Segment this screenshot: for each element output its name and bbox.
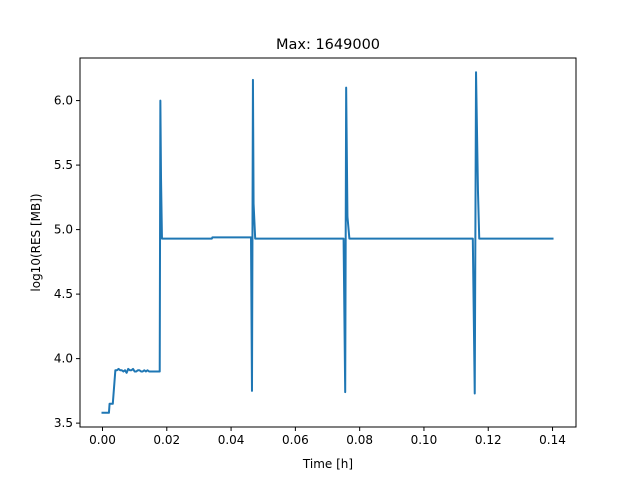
y-axis-ticks: 3.5 4.0 4.5 5.0 5.5 6.0 (54, 94, 80, 430)
x-tick-label: 0.02 (153, 433, 180, 447)
y-tick-label: 4.0 (54, 352, 73, 366)
x-tick-label: 0.04 (218, 433, 245, 447)
axes-frame (79, 57, 577, 428)
y-axis-label: log10(RES [MB]) (29, 193, 43, 291)
y-tick-label: 4.5 (54, 287, 73, 301)
x-tick-label: 0.12 (475, 433, 502, 447)
x-axis-ticks: 0.00 0.02 0.04 0.06 0.08 0.10 0.12 0.14 (89, 427, 566, 447)
x-tick-label: 0.00 (89, 433, 116, 447)
series-line (101, 71, 554, 414)
x-tick-label: 0.08 (346, 433, 373, 447)
chart-title: Max: 1649000 (276, 37, 380, 53)
y-tick-label: 3.5 (54, 416, 73, 430)
y-tick-label: 6.0 (54, 94, 73, 108)
x-tick-label: 0.06 (282, 433, 309, 447)
x-tick-label: 0.10 (411, 433, 438, 447)
y-tick-label: 5.5 (54, 158, 73, 172)
plot-area (101, 71, 554, 414)
x-axis-label: Time [h] (302, 457, 353, 471)
x-tick-label: 0.14 (539, 433, 566, 447)
y-tick-label: 5.0 (54, 223, 73, 237)
